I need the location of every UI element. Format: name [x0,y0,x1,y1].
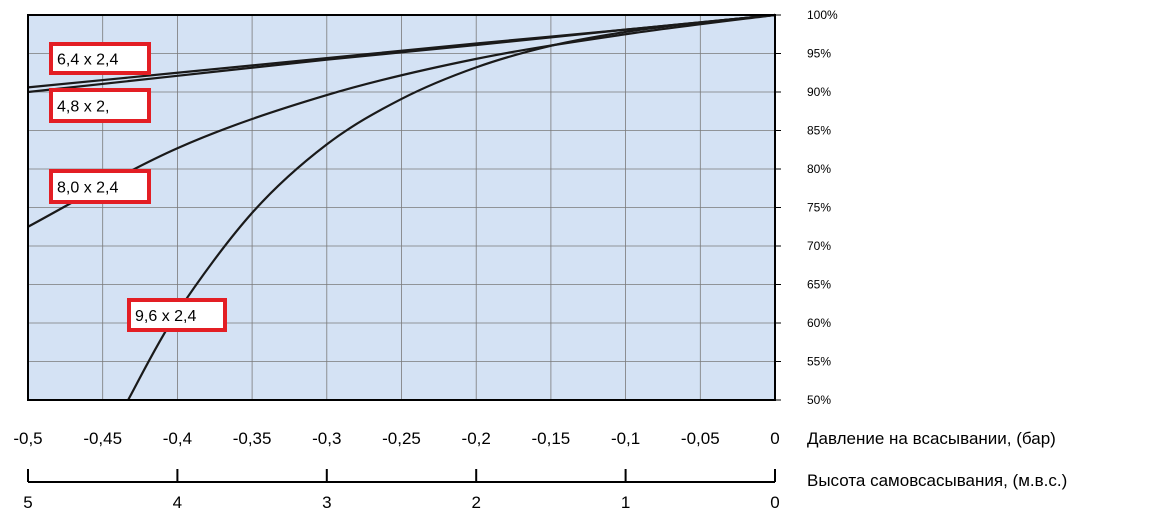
series-label-2: 4,8 x 2, [49,88,151,123]
series-labels: 6,4 x 2,4 4,8 x 2, 8,0 x 2,4 9,6 x 2,4 [49,42,227,332]
secondary-axis-label: Высота самовсасывания, (м.в.с.) [807,471,1067,490]
x-tick-label: -0,1 [611,429,640,448]
y-tick-label: 70% [807,239,831,253]
series-label-text: 4,8 x 2, [57,99,109,116]
y-axis-ticks: 100% 95% 90% 85% 80% 75% 70% 65% 60% 55% 50% [775,8,838,407]
series-label-box [49,88,151,123]
x-tick-label: -0,05 [681,429,720,448]
x-axis-ticks: -0,5 -0,45 -0,4 -0,35 -0,3 -0,25 -0,2 -0,15 -0,1… [13,429,779,448]
series-line-3 [27,13,776,228]
y-tick-label: 85% [807,124,831,138]
x-tick-label: -0,45 [83,429,122,448]
y-tick-label: 50% [807,393,831,407]
y-tick-label: 55% [807,355,831,369]
secondary-axis: 5 4 3 2 1 0 [23,469,780,512]
secondary-tick-label: 5 [23,493,32,512]
series-label-box [49,42,151,75]
y-tick-label: 60% [807,316,831,330]
x-tick-label: -0,5 [13,429,42,448]
series-label-box [49,169,151,204]
series-label-1: 6,4 x 2,4 [49,42,151,75]
y-tick-label: 90% [807,85,831,99]
series-line-2 [27,13,776,94]
y-tick-label: 100% [807,8,838,22]
secondary-tick-label: 1 [621,493,630,512]
y-tick-label: 80% [807,162,831,176]
series-curves [27,13,776,401]
x-tick-label: -0,3 [312,429,341,448]
secondary-tick-label: 3 [322,493,331,512]
x-tick-label: -0,15 [532,429,571,448]
secondary-tick-label: 0 [770,493,779,512]
series-label-3: 8,0 x 2,4 [49,169,151,204]
x-tick-label: -0,35 [233,429,272,448]
series-label-box [127,298,227,332]
series-line-4 [127,13,776,401]
x-axis-label: Давление на всасывании, (бар) [807,429,1056,448]
grid-lines [28,15,775,400]
series-label-text: 9,6 x 2,4 [135,308,196,325]
x-tick-label: -0,25 [382,429,421,448]
secondary-tick-label: 4 [173,493,182,512]
secondary-tick-label: 2 [471,493,480,512]
x-tick-label: 0 [770,429,779,448]
y-tick-label: 75% [807,201,831,215]
x-tick-label: -0,4 [163,429,192,448]
series-label-text: 8,0 x 2,4 [57,180,118,197]
series-label-4: 9,6 x 2,4 [127,298,227,332]
y-tick-label: 95% [807,47,831,61]
x-tick-label: -0,2 [462,429,491,448]
y-tick-label: 65% [807,278,831,292]
series-label-text: 6,4 x 2,4 [57,52,118,69]
